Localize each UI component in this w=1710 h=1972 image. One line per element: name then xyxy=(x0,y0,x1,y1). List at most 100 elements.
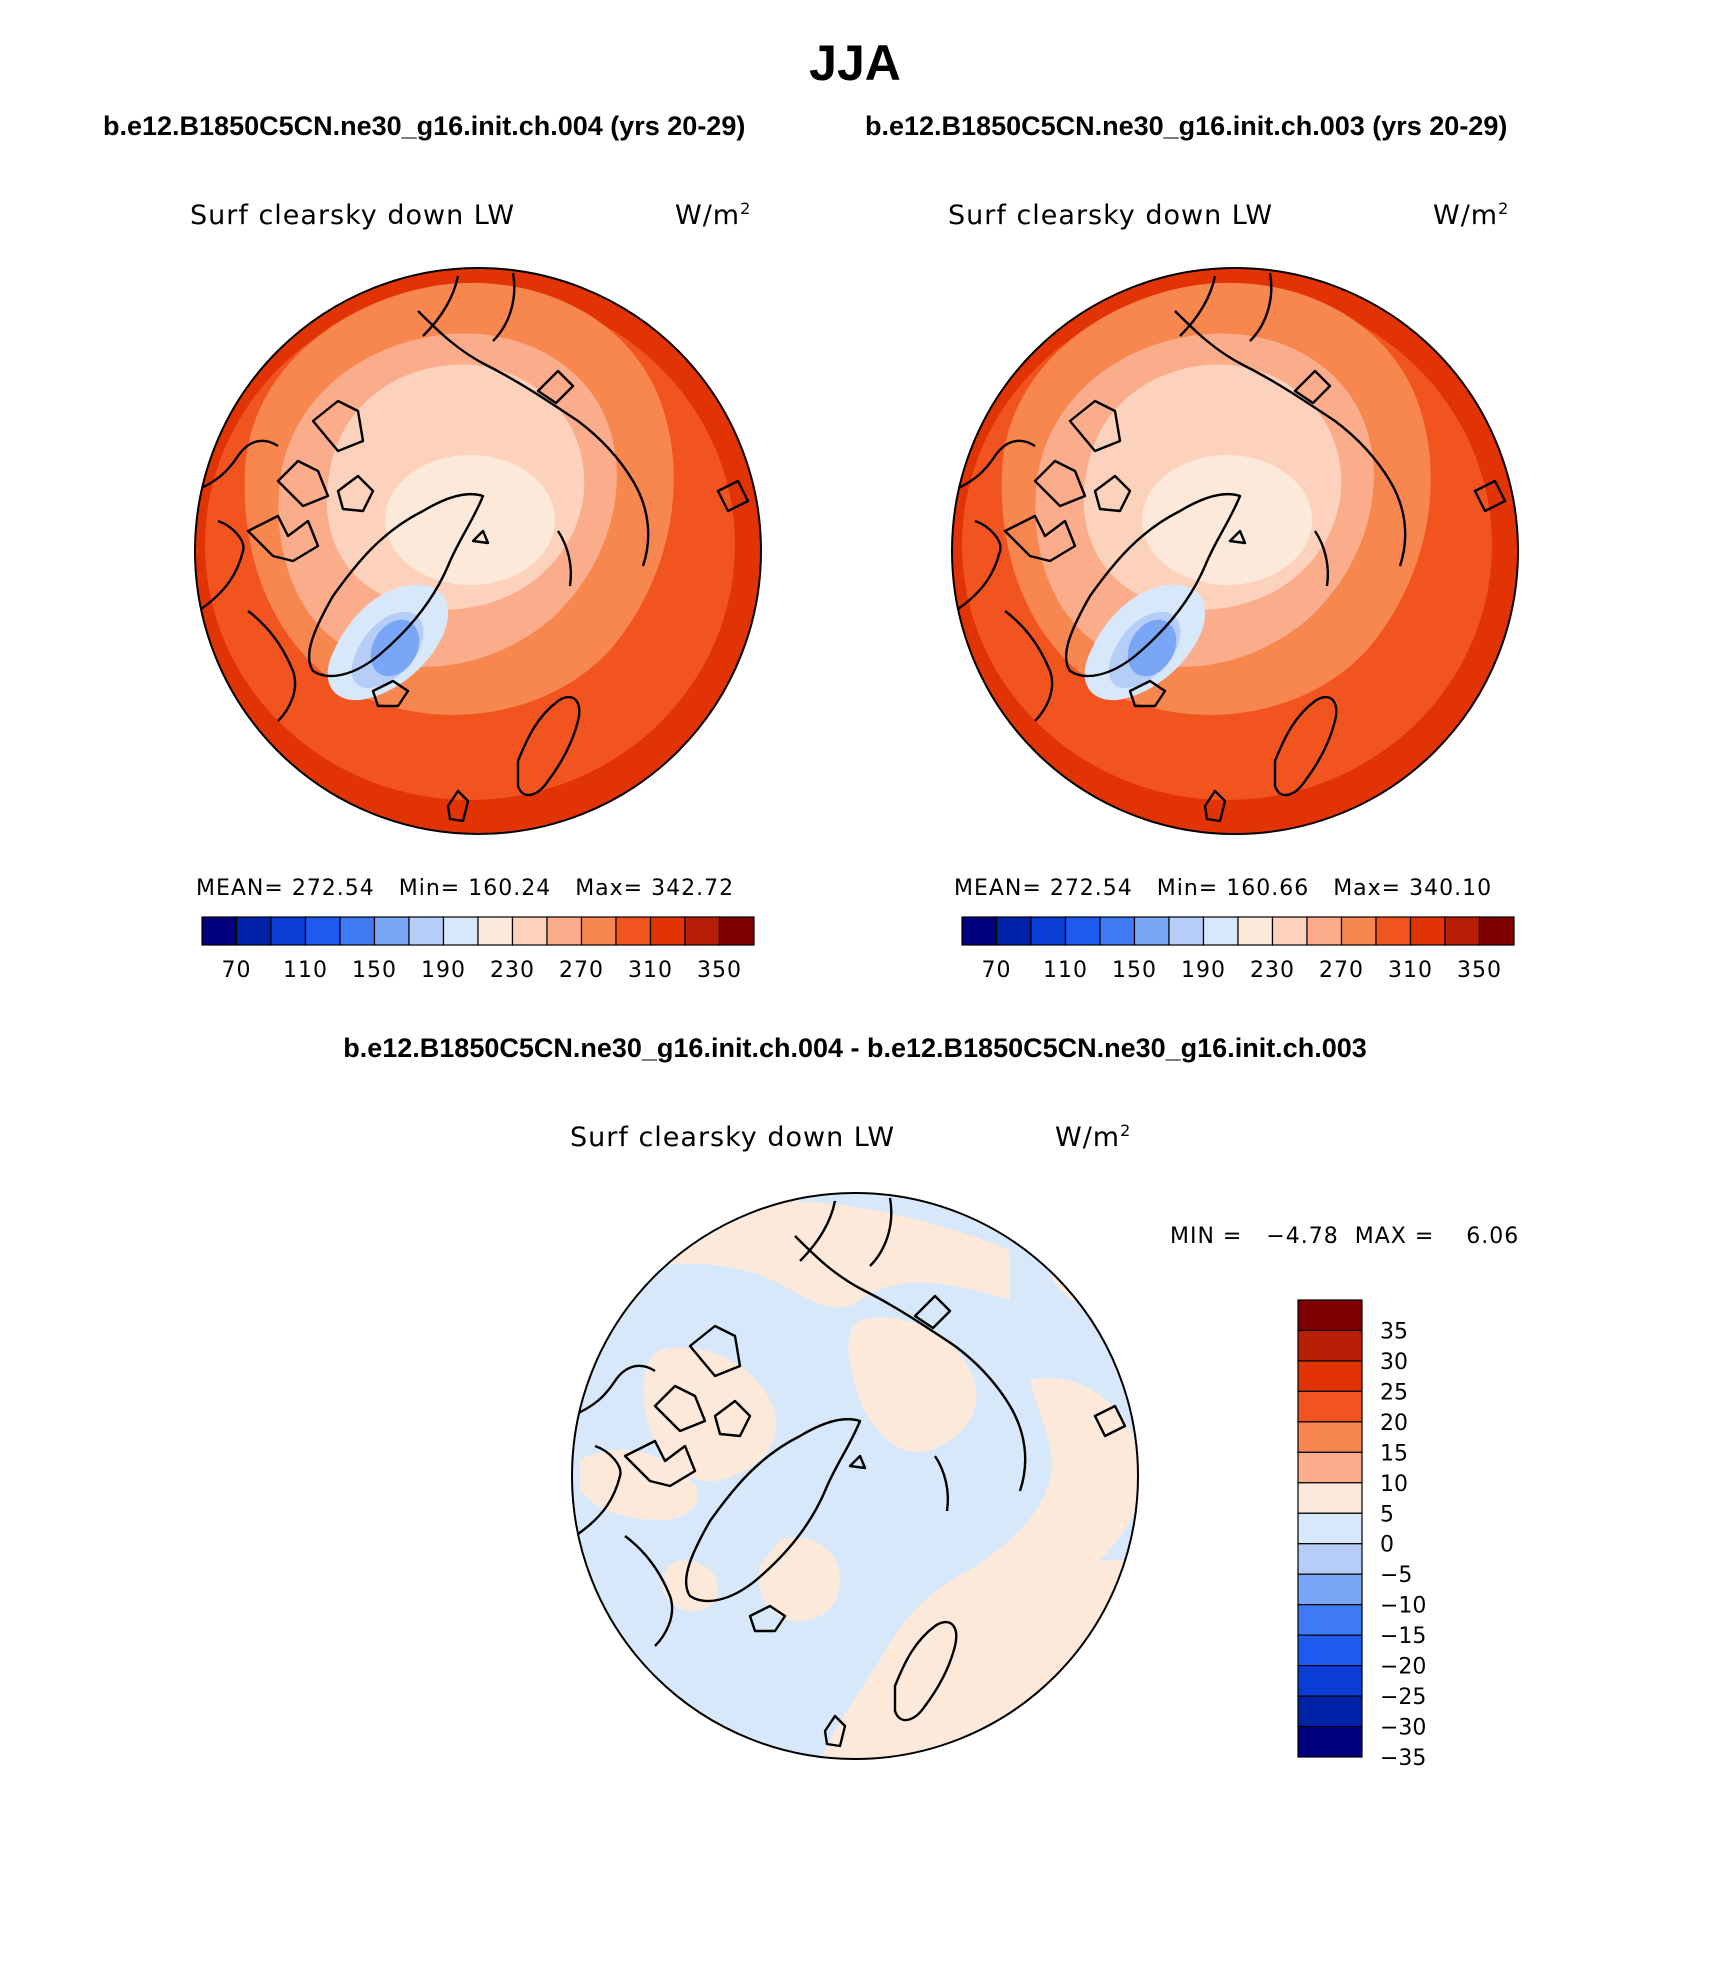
colorbar-label: 310 xyxy=(628,958,673,983)
colorbar-label: 30 xyxy=(1380,1350,1408,1375)
colorbar-label: 20 xyxy=(1380,1411,1408,1436)
colorbar-swatch xyxy=(339,916,376,946)
colorbar-swatch xyxy=(477,916,514,946)
diff-minmax: MIN = −4.78 MAX = 6.06 xyxy=(1170,1224,1520,1249)
colorbar-swatch xyxy=(1297,1512,1363,1545)
colorbar-label: −5 xyxy=(1380,1563,1412,1588)
colorbar-swatch xyxy=(1409,916,1446,946)
colorbar-label: 230 xyxy=(490,958,535,983)
colorbar-swatch xyxy=(1297,1604,1363,1636)
colorbar-swatch xyxy=(1297,1725,1363,1758)
colorbar-swatch xyxy=(718,916,755,946)
colorbar-swatch xyxy=(1297,1299,1363,1332)
colorbar-label: 270 xyxy=(559,958,604,983)
case-a-title: b.e12.B1850C5CN.ne30_g16.init.ch.004 (yr… xyxy=(103,111,746,141)
colorbar-swatch xyxy=(580,916,617,946)
colorbar-label: 15 xyxy=(1380,1441,1408,1466)
colorbar-swatch xyxy=(684,916,721,946)
units-exp: 2 xyxy=(1498,199,1510,218)
colorbar-label: 310 xyxy=(1388,958,1433,983)
panel-a-map xyxy=(195,268,761,834)
units-exp: 2 xyxy=(1120,1121,1132,1140)
panel-b-map xyxy=(952,268,1518,834)
colorbar-swatch xyxy=(1306,916,1343,946)
colorbar-label: 190 xyxy=(421,958,466,983)
colorbar-swatch xyxy=(1030,916,1067,946)
colorbar-label: 110 xyxy=(283,958,328,983)
units-exp: 2 xyxy=(740,199,752,218)
colorbar-swatch xyxy=(1271,916,1308,946)
colorbar-label: 0 xyxy=(1380,1533,1394,1558)
colorbar-label: 35 xyxy=(1380,1319,1408,1344)
colorbar-swatch xyxy=(1133,916,1170,946)
diff-map xyxy=(572,1193,1138,1759)
colorbar-label: 70 xyxy=(982,958,1012,983)
units-base: W/m xyxy=(1433,200,1499,231)
colorbar-label: 350 xyxy=(1457,958,1502,983)
colorbar-label: 150 xyxy=(1112,958,1157,983)
panel-b-variable: Surf clearsky down LW xyxy=(948,200,1274,231)
colorbar-swatch xyxy=(1297,1543,1363,1575)
panel-b-stats: MEAN= 272.54 Min= 160.66 Max= 340.10 xyxy=(954,876,1493,901)
colorbar-label: 25 xyxy=(1380,1380,1408,1405)
panel-a-units: W/m2 xyxy=(675,200,751,231)
colorbar-label: 230 xyxy=(1250,958,1295,983)
panel-a-variable: Surf clearsky down LW xyxy=(190,200,516,231)
colorbar-swatch xyxy=(615,916,652,946)
colorbar-swatch xyxy=(1297,1451,1363,1484)
colorbar-swatch xyxy=(995,916,1032,946)
colorbar-label: 190 xyxy=(1181,958,1226,983)
colorbar-swatch xyxy=(270,916,307,946)
colorbar-swatch xyxy=(1375,916,1412,946)
panel-b-colorbar: 70 110 150 190 230 270 310 350 xyxy=(961,916,1515,983)
colorbar-swatch xyxy=(1237,916,1274,946)
colorbar-label: 5 xyxy=(1380,1502,1394,1527)
colorbar-swatch xyxy=(1297,1421,1363,1453)
colorbar-swatch xyxy=(1168,916,1205,946)
colorbar-swatch xyxy=(408,916,445,946)
colorbar-swatch xyxy=(1202,916,1239,946)
diff-variable: Surf clearsky down LW xyxy=(570,1122,896,1153)
colorbar-swatch xyxy=(546,916,583,946)
colorbar-label: 10 xyxy=(1380,1472,1408,1497)
diff-title: b.e12.B1850C5CN.ne30_g16.init.ch.004 - b… xyxy=(343,1033,1367,1063)
panel-b-map-border xyxy=(951,267,1519,835)
colorbar-label: 110 xyxy=(1043,958,1088,983)
colorbar-swatch xyxy=(235,916,272,946)
colorbar-swatch xyxy=(373,916,410,946)
colorbar-swatch xyxy=(1297,1573,1363,1606)
figure-title: JJA xyxy=(809,35,901,91)
colorbar-label: −25 xyxy=(1380,1685,1426,1710)
colorbar-swatch xyxy=(1297,1695,1363,1728)
colorbar-swatch xyxy=(1340,916,1377,946)
colorbar-swatch xyxy=(1064,916,1101,946)
colorbar-swatch xyxy=(201,916,238,946)
colorbar-swatch xyxy=(961,916,998,946)
diff-map-border xyxy=(571,1192,1139,1760)
colorbar-swatch xyxy=(649,916,686,946)
colorbar-label: −20 xyxy=(1380,1655,1426,1680)
colorbar-label: 270 xyxy=(1319,958,1364,983)
colorbar-swatch xyxy=(1297,1390,1363,1423)
colorbar-swatch xyxy=(1099,916,1136,946)
colorbar-label: −10 xyxy=(1380,1594,1426,1619)
colorbar-swatch xyxy=(1297,1482,1363,1514)
colorbar-label: −30 xyxy=(1380,1716,1426,1741)
colorbar-label: −35 xyxy=(1380,1746,1426,1771)
diff-colorbar: 35 30 25 20 15 10 5 0 −5 −10 −15 −20 −25 −30 −35 xyxy=(1297,1299,1426,1771)
colorbar-swatch xyxy=(1297,1634,1363,1667)
colorbar-swatch xyxy=(304,916,341,946)
units-base: W/m xyxy=(1055,1122,1121,1153)
colorbar-label: 350 xyxy=(697,958,742,983)
panel-a-colorbar: 70 110 150 190 230 270 310 350 xyxy=(201,916,755,983)
colorbar-swatch xyxy=(511,916,548,946)
colorbar-swatch xyxy=(1478,916,1515,946)
panel-a-stats: MEAN= 272.54 Min= 160.24 Max= 342.72 xyxy=(196,876,735,901)
panel-a-map-border xyxy=(194,267,762,835)
colorbar-swatch xyxy=(442,916,479,946)
colorbar-label: −15 xyxy=(1380,1624,1426,1649)
panel-b-units: W/m2 xyxy=(1433,200,1509,231)
units-base: W/m xyxy=(675,200,741,231)
colorbar-swatch xyxy=(1444,916,1481,946)
